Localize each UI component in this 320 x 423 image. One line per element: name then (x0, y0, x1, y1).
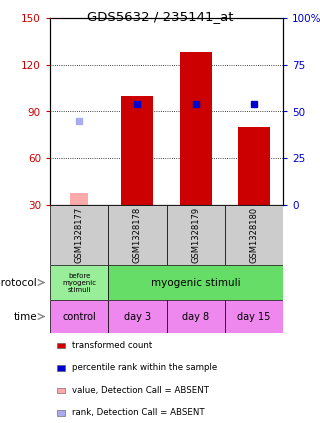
Text: GDS5632 / 235141_at: GDS5632 / 235141_at (87, 10, 233, 23)
Bar (238, 127, 270, 205)
Text: GSM1328178: GSM1328178 (133, 207, 142, 263)
Bar (108, 205, 166, 265)
Text: rank, Detection Call = ABSENT: rank, Detection Call = ABSENT (72, 408, 205, 418)
Bar (225, 205, 283, 265)
Text: before
myogenic
stimuli: before myogenic stimuli (62, 272, 96, 292)
Text: GSM1328180: GSM1328180 (249, 207, 258, 263)
Bar (225, 300, 283, 333)
Text: myogenic stimuli: myogenic stimuli (151, 277, 240, 288)
Text: transformed count: transformed count (72, 341, 153, 350)
Bar (108, 265, 283, 300)
Text: control: control (62, 311, 96, 321)
Bar (180, 52, 212, 205)
Bar (108, 300, 166, 333)
Bar (166, 300, 225, 333)
Bar (50, 265, 108, 300)
Bar (50, 300, 108, 333)
Text: percentile rank within the sample: percentile rank within the sample (72, 363, 218, 372)
Bar (121, 96, 153, 205)
Bar (57, 365, 65, 371)
Bar (57, 410, 65, 415)
Bar (50, 205, 108, 265)
Text: value, Detection Call = ABSENT: value, Detection Call = ABSENT (72, 386, 209, 395)
Text: GSM1328177: GSM1328177 (75, 207, 84, 263)
Bar (57, 343, 65, 348)
Bar (166, 205, 225, 265)
Text: day 8: day 8 (182, 311, 209, 321)
Text: day 3: day 3 (124, 311, 151, 321)
Text: GSM1328179: GSM1328179 (191, 207, 200, 263)
Text: day 15: day 15 (237, 311, 271, 321)
Bar (57, 387, 65, 393)
Bar (70, 192, 88, 205)
Text: time: time (13, 311, 37, 321)
Text: protocol: protocol (0, 277, 37, 288)
